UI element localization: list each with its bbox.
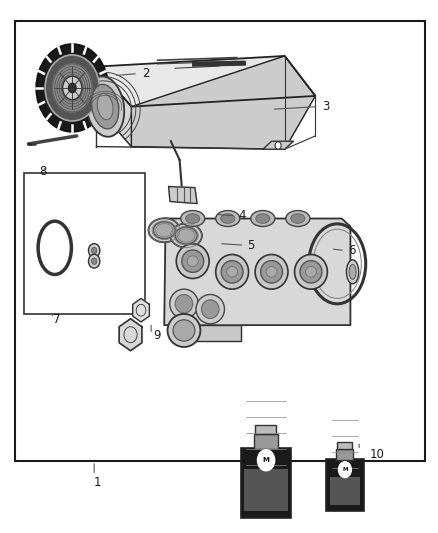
Text: 9: 9 [153, 329, 161, 342]
Text: 6: 6 [348, 244, 356, 257]
Ellipse shape [180, 211, 205, 227]
Ellipse shape [173, 320, 195, 341]
Polygon shape [119, 319, 142, 351]
Text: 8: 8 [39, 165, 47, 178]
Ellipse shape [216, 211, 240, 227]
Circle shape [63, 76, 82, 100]
Bar [241, 448, 291, 518]
Bar [244, 469, 288, 511]
Circle shape [88, 254, 100, 268]
Ellipse shape [251, 211, 275, 227]
Ellipse shape [305, 266, 316, 277]
Circle shape [88, 244, 100, 257]
Text: M: M [263, 457, 269, 463]
Circle shape [275, 142, 281, 149]
Ellipse shape [256, 214, 270, 223]
Bar [336, 449, 353, 460]
Ellipse shape [294, 255, 327, 289]
Circle shape [338, 462, 351, 478]
Polygon shape [133, 298, 149, 322]
Circle shape [92, 258, 97, 264]
Ellipse shape [167, 314, 200, 347]
Ellipse shape [86, 76, 124, 137]
Ellipse shape [346, 260, 359, 284]
Text: 2: 2 [142, 67, 150, 80]
Ellipse shape [175, 227, 197, 244]
Ellipse shape [261, 261, 283, 283]
Ellipse shape [349, 264, 356, 279]
Circle shape [45, 55, 99, 121]
Ellipse shape [300, 261, 322, 283]
Text: 3: 3 [322, 100, 329, 113]
Bar [326, 459, 364, 511]
Text: 1: 1 [94, 476, 102, 489]
Text: 5: 5 [247, 239, 255, 252]
Ellipse shape [170, 223, 202, 247]
Bar [254, 434, 278, 449]
Ellipse shape [291, 214, 305, 223]
Bar [255, 425, 276, 434]
Ellipse shape [255, 255, 288, 289]
Circle shape [92, 247, 97, 254]
Ellipse shape [187, 256, 198, 266]
Ellipse shape [92, 84, 119, 129]
Ellipse shape [221, 214, 235, 223]
Circle shape [53, 64, 92, 112]
Ellipse shape [175, 294, 193, 313]
Circle shape [68, 83, 76, 93]
Ellipse shape [266, 266, 277, 277]
Polygon shape [169, 187, 197, 204]
Text: M: M [342, 467, 348, 472]
Ellipse shape [227, 266, 237, 277]
Polygon shape [96, 67, 131, 147]
Ellipse shape [182, 250, 204, 272]
Text: 10: 10 [370, 448, 385, 461]
Bar [337, 442, 352, 449]
Ellipse shape [170, 289, 198, 318]
Polygon shape [193, 61, 245, 66]
Ellipse shape [97, 93, 113, 120]
Polygon shape [131, 56, 315, 149]
Ellipse shape [176, 244, 209, 279]
Circle shape [36, 44, 108, 132]
Ellipse shape [148, 219, 180, 242]
Ellipse shape [153, 222, 175, 239]
Text: 4: 4 [239, 209, 246, 222]
Ellipse shape [215, 255, 249, 289]
Ellipse shape [196, 294, 225, 324]
Ellipse shape [286, 211, 310, 227]
Ellipse shape [221, 261, 243, 283]
Text: 7: 7 [53, 313, 60, 326]
Polygon shape [175, 325, 241, 341]
Polygon shape [96, 56, 315, 107]
Ellipse shape [201, 300, 219, 319]
Bar [24, 173, 145, 314]
Bar [15, 21, 425, 461]
Circle shape [258, 450, 275, 471]
Polygon shape [263, 141, 293, 149]
Bar [330, 477, 360, 505]
Ellipse shape [186, 214, 200, 223]
Polygon shape [164, 219, 350, 325]
